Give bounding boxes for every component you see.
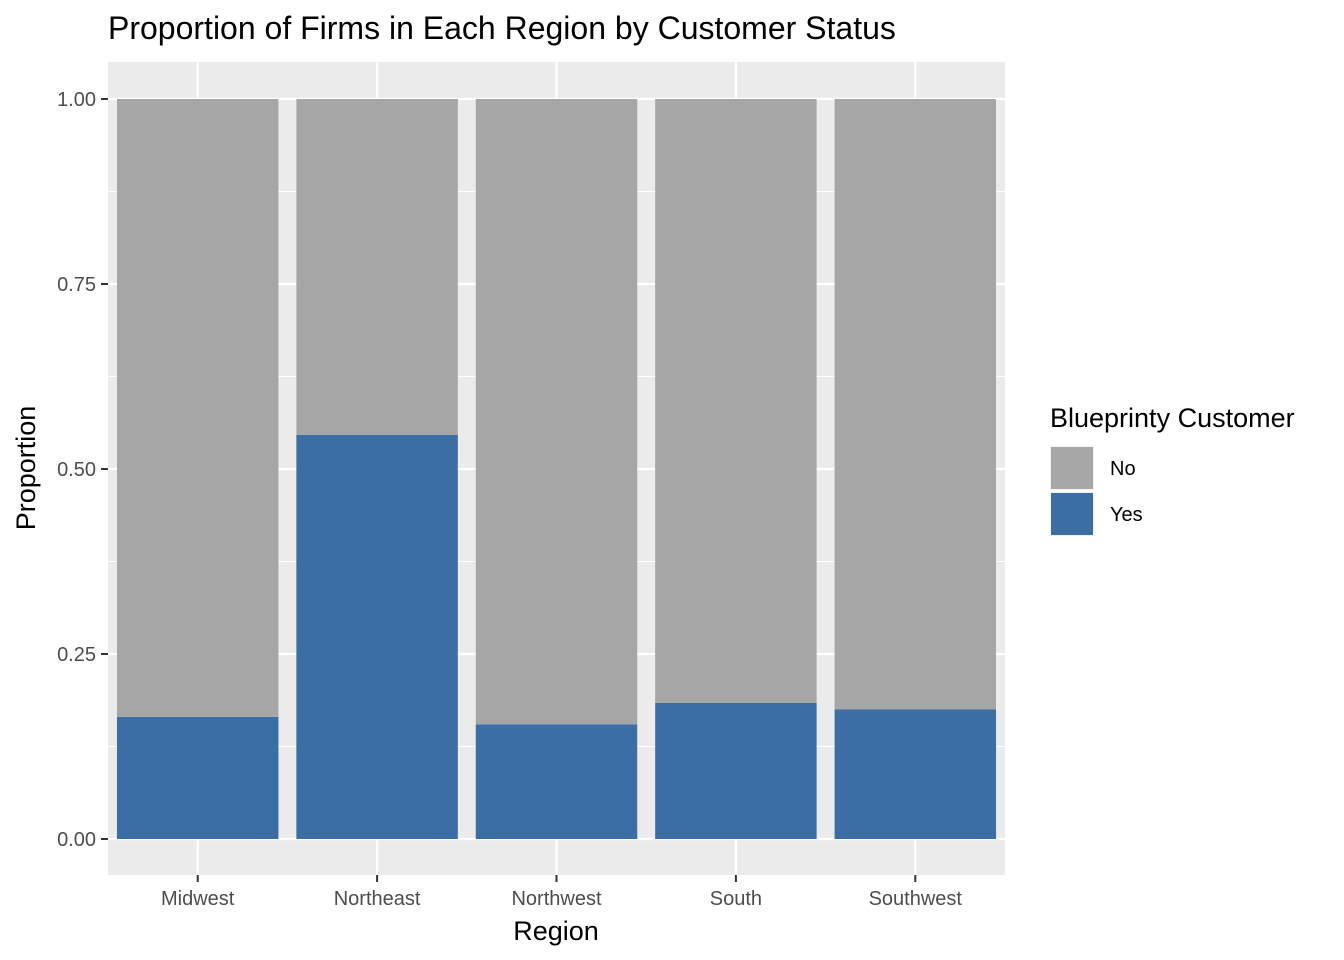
x-tick-label: Midwest	[161, 888, 235, 910]
legend-swatch-no	[1051, 447, 1093, 489]
bars	[116, 99, 997, 839]
legend-title: Blueprinty Customer	[1050, 403, 1295, 433]
legend-label-yes: Yes	[1110, 504, 1143, 526]
x-axis: Midwest Northeast Northwest South Southwest	[161, 875, 962, 910]
x-tick-label: Northeast	[334, 888, 421, 910]
x-axis-title: Region	[513, 916, 599, 946]
y-axis-title: Proportion	[11, 406, 41, 531]
x-tick-label: Northwest	[511, 888, 601, 910]
bar-northeast-yes	[296, 434, 458, 839]
bar-northeast-no	[296, 99, 458, 435]
y-axis: 0.00 0.25 0.50 0.75 1.00	[57, 89, 108, 851]
y-tick-label: 0.00	[57, 829, 96, 851]
legend-label-no: No	[1110, 458, 1136, 480]
x-tick-label: Southwest	[869, 888, 963, 910]
y-tick-label: 0.25	[57, 644, 96, 666]
y-tick-label: 0.75	[57, 274, 96, 296]
x-tick-label: South	[710, 888, 762, 910]
legend: Blueprinty Customer No Yes	[1050, 403, 1295, 536]
bar-south-yes	[655, 702, 817, 839]
bar-midwest-yes	[116, 716, 279, 839]
bar-northwest-yes	[475, 724, 638, 839]
bar-northwest-no	[475, 99, 638, 725]
bar-southwest-yes	[834, 709, 997, 839]
bar-southwest-no	[834, 99, 997, 710]
y-tick-label: 1.00	[57, 89, 96, 111]
y-tick-label: 0.50	[57, 459, 96, 481]
chart-title: Proportion of Firms in Each Region by Cu…	[108, 10, 896, 46]
legend-swatch-yes	[1051, 493, 1093, 535]
bar-south-no	[655, 99, 817, 703]
bar-midwest-no	[116, 99, 279, 717]
legend-items: No Yes	[1050, 446, 1143, 536]
